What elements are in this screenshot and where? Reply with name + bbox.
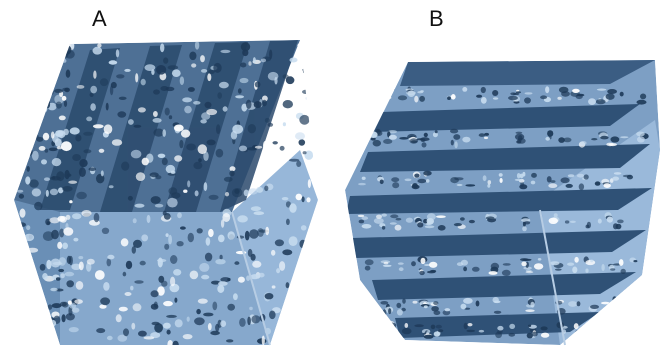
cube-b-edge	[539, 209, 566, 346]
porous-cube-a	[14, 40, 318, 346]
cube-b-pores	[357, 86, 649, 340]
layered-cube-b	[345, 60, 660, 346]
cube-a-front-face	[60, 212, 270, 345]
panel-label-b: B	[429, 6, 444, 31]
cube-b-layers	[346, 60, 655, 338]
cube-a-edge	[231, 211, 271, 346]
panel-label-a: A	[92, 6, 107, 31]
